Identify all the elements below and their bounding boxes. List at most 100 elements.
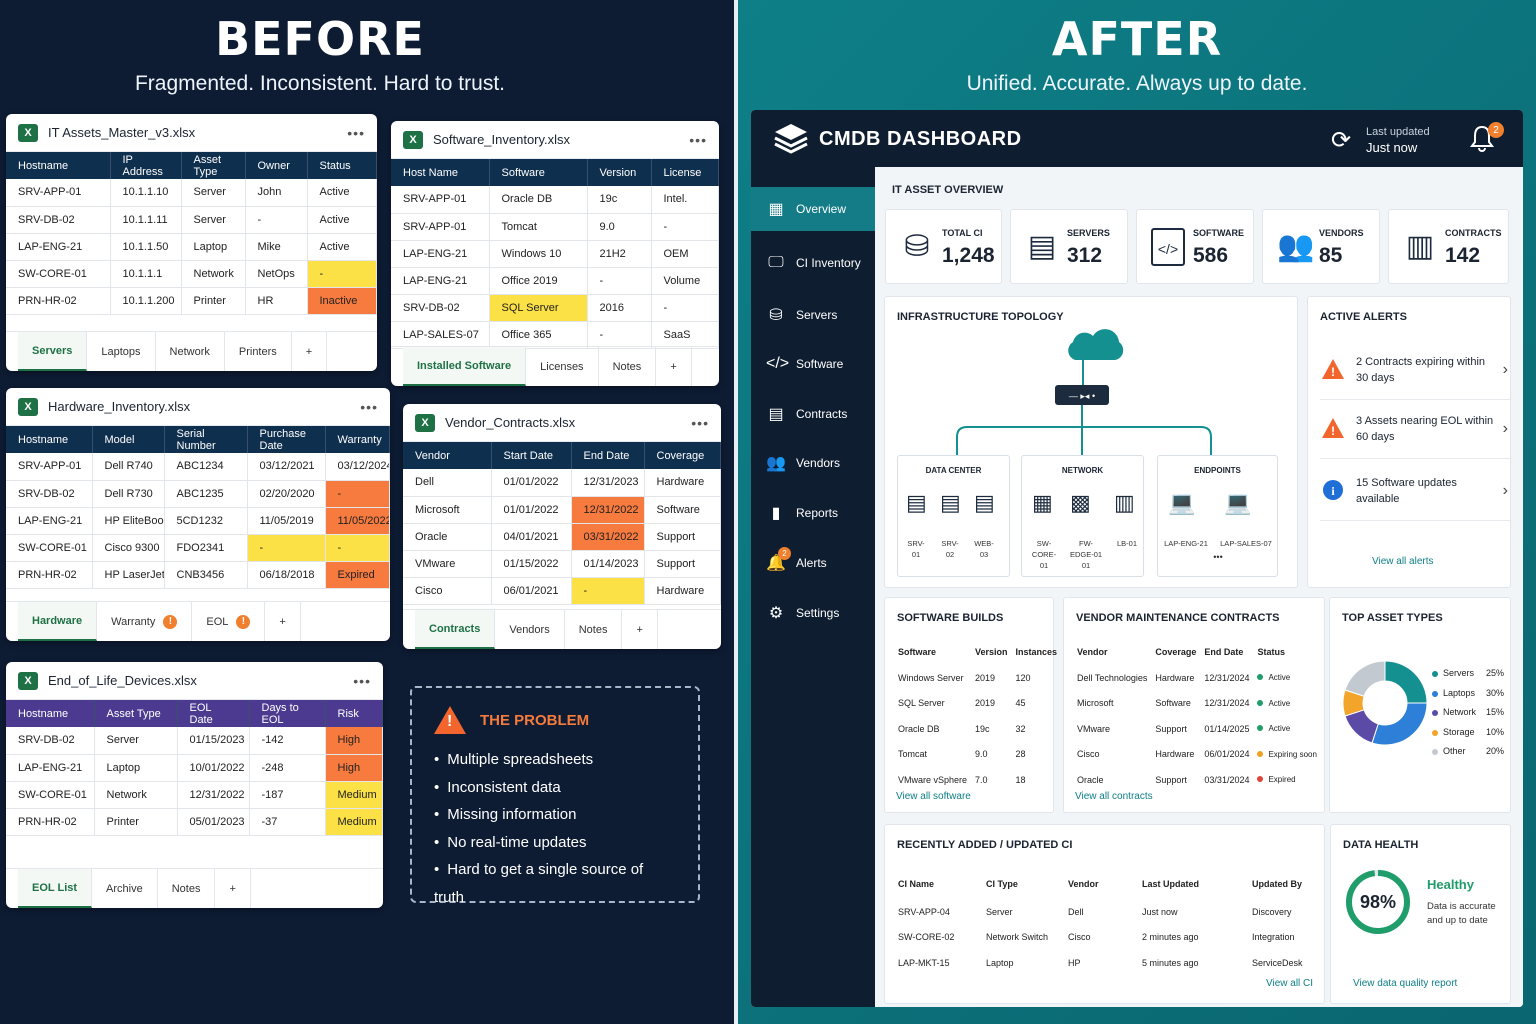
sheet-tab[interactable]: Licenses bbox=[526, 347, 599, 386]
data-quality-report-link[interactable]: View data quality report bbox=[1353, 978, 1458, 989]
table-cell[interactable]: LAP-ENG-21 bbox=[6, 233, 111, 261]
column-header[interactable]: Hostname bbox=[6, 152, 111, 179]
table-cell[interactable]: Intel. bbox=[651, 186, 719, 214]
column-header[interactable]: Start Date bbox=[491, 442, 572, 469]
alert-item[interactable]: ! 3 Assets nearing EOL within 60 days › bbox=[1320, 400, 1510, 459]
table-cell[interactable]: Network bbox=[181, 260, 246, 288]
nav-servers[interactable]: ⛁ Servers bbox=[751, 293, 875, 337]
column-header[interactable]: EOL Date bbox=[177, 700, 250, 727]
table-cell[interactable]: SQL Server bbox=[489, 294, 588, 322]
more-endpoints[interactable]: ••• bbox=[1213, 552, 1223, 562]
column-header[interactable]: License bbox=[651, 159, 719, 186]
table-cell[interactable]: -37 bbox=[249, 808, 326, 836]
add-sheet-button[interactable]: + bbox=[622, 610, 658, 649]
sheet-tab[interactable]: Warranty! bbox=[97, 602, 193, 641]
laptop-icon[interactable]: 💻 bbox=[1224, 490, 1252, 515]
table-cell[interactable]: Mike bbox=[245, 233, 308, 261]
table-cell[interactable]: Dell R730 bbox=[92, 480, 165, 508]
sheet-tab[interactable]: Notes bbox=[158, 869, 216, 908]
server-icon[interactable]: ▤ bbox=[906, 490, 927, 515]
table-cell[interactable]: - bbox=[325, 480, 390, 508]
nav-ci-inventory[interactable]: 🖵 CI Inventory bbox=[751, 241, 875, 285]
table-cell[interactable]: Printer bbox=[94, 808, 178, 836]
table-row[interactable]: Tomcat 9.0 28 bbox=[898, 743, 1063, 767]
sheet-tab[interactable]: Servers bbox=[18, 332, 88, 371]
table-cell[interactable]: Support bbox=[644, 550, 721, 578]
alert-item[interactable]: i 15 Software updates available › bbox=[1320, 462, 1510, 521]
table-cell[interactable]: PRN-HR-02 bbox=[6, 287, 111, 315]
view-all-contracts-link[interactable]: View all contracts bbox=[1075, 791, 1153, 802]
table-cell[interactable]: 10.1.1.1 bbox=[110, 260, 182, 288]
table-cell[interactable]: Laptop bbox=[181, 233, 246, 261]
refresh-icon[interactable]: ⟳ bbox=[1331, 127, 1352, 154]
table-cell[interactable]: SRV-DB-02 bbox=[6, 480, 93, 508]
table-cell[interactable]: Microsoft bbox=[403, 496, 492, 524]
table-cell[interactable]: HP EliteBook bbox=[92, 507, 165, 535]
column-header[interactable]: Hostname bbox=[6, 700, 95, 727]
sheet-tab[interactable]: EOL! bbox=[192, 602, 266, 641]
sheet-tab[interactable]: Printers bbox=[225, 332, 292, 371]
table-cell[interactable]: SRV-APP-01 bbox=[391, 213, 490, 241]
sheet-tab[interactable]: Notes bbox=[565, 610, 623, 649]
stat-card-software[interactable]: </> SOFTWARE 586 bbox=[1136, 209, 1254, 284]
column-header[interactable]: Asset Type bbox=[94, 700, 178, 727]
bell-icon[interactable] bbox=[1469, 124, 1495, 152]
table-cell[interactable]: Volume bbox=[651, 267, 719, 295]
table-cell[interactable]: - bbox=[587, 321, 652, 349]
table-cell[interactable]: 10.1.1.11 bbox=[110, 206, 182, 234]
column-header[interactable]: Host Name bbox=[391, 159, 490, 186]
table-cell[interactable]: 01/01/2022 bbox=[491, 496, 572, 524]
table-cell[interactable]: SRV-DB-02 bbox=[391, 294, 490, 322]
nav-contracts[interactable]: ▤ Contracts bbox=[751, 392, 875, 436]
server-icon[interactable]: ▤ bbox=[940, 490, 961, 515]
hardware-inventory-sheet[interactable]: X Hardware_Inventory.xlsx ••• Hostname Mode… bbox=[6, 388, 390, 641]
table-cell[interactable]: Active bbox=[307, 206, 377, 234]
table-row[interactable]: Microsoft Software 12/31/2024 Active bbox=[1077, 692, 1323, 716]
table-cell[interactable]: Server bbox=[94, 727, 178, 755]
table-cell[interactable]: - bbox=[651, 294, 719, 322]
table-cell[interactable]: 10.1.1.50 bbox=[110, 233, 182, 261]
nav-settings[interactable]: ⚙ Settings bbox=[751, 591, 875, 635]
pie-slice-servers[interactable] bbox=[1384, 660, 1428, 704]
laptop-icon[interactable]: 💻 bbox=[1168, 490, 1196, 515]
table-row[interactable]: Oracle DB 19c 32 bbox=[898, 717, 1063, 741]
table-cell[interactable]: 03/12/2021 bbox=[247, 453, 326, 481]
table-cell[interactable]: 10/01/2022 bbox=[177, 754, 250, 782]
add-sheet-button[interactable]: + bbox=[292, 332, 328, 371]
table-cell[interactable]: SW-CORE-01 bbox=[6, 534, 93, 562]
table-cell[interactable]: 02/20/2020 bbox=[247, 480, 326, 508]
table-cell[interactable]: FDO2341 bbox=[164, 534, 248, 562]
table-cell[interactable]: -142 bbox=[249, 727, 326, 755]
sheet-tab[interactable]: Installed Software bbox=[403, 347, 527, 386]
nav-vendors[interactable]: 👥 Vendors bbox=[751, 441, 875, 485]
table-cell[interactable]: 10.1.1.10 bbox=[110, 179, 182, 207]
table-cell[interactable]: LAP-ENG-21 bbox=[6, 754, 95, 782]
table-cell[interactable]: Server bbox=[181, 179, 246, 207]
table-cell[interactable]: SaaS bbox=[651, 321, 719, 349]
sheet-tab[interactable]: EOL List bbox=[18, 869, 93, 908]
table-cell[interactable]: Support bbox=[644, 523, 721, 551]
table-cell[interactable]: Software bbox=[644, 496, 721, 524]
table-cell[interactable]: Dell R740 bbox=[92, 453, 165, 481]
table-cell[interactable]: Office 365 bbox=[489, 321, 588, 349]
alert-item[interactable]: ! 2 Contracts expiring within 30 days › bbox=[1320, 341, 1510, 400]
column-header[interactable]: End Date bbox=[571, 442, 645, 469]
it-assets-sheet[interactable]: X IT Assets_Master_v3.xlsx ••• Hostname IP … bbox=[6, 114, 377, 371]
table-cell[interactable]: Active bbox=[307, 179, 377, 207]
more-icon[interactable]: ••• bbox=[360, 398, 378, 415]
more-icon[interactable]: ••• bbox=[689, 131, 707, 148]
table-cell[interactable]: LAP-ENG-21 bbox=[391, 267, 490, 295]
table-cell[interactable]: Expired bbox=[325, 561, 390, 589]
table-cell[interactable]: Tomcat bbox=[489, 213, 588, 241]
add-sheet-button[interactable]: + bbox=[215, 869, 251, 908]
table-cell[interactable]: Hardware bbox=[644, 469, 721, 497]
stat-card-vendors[interactable]: 👥 VENDORS 85 bbox=[1262, 209, 1380, 284]
nav-reports[interactable]: ▮ Reports bbox=[751, 491, 875, 535]
table-cell[interactable]: - bbox=[247, 534, 326, 562]
table-row[interactable]: SW-CORE-02 Network Switch Cisco 2 minutes a… bbox=[898, 926, 1312, 950]
table-cell[interactable]: ABC1234 bbox=[164, 453, 248, 481]
software-inventory-sheet[interactable]: X Software_Inventory.xlsx ••• Host Name Sof… bbox=[391, 121, 719, 386]
vendor-contracts-sheet[interactable]: X Vendor_Contracts.xlsx ••• Vendor Start Da… bbox=[403, 404, 721, 649]
sheet-tab[interactable]: Notes bbox=[599, 347, 657, 386]
table-cell[interactable]: 01/15/2022 bbox=[491, 550, 572, 578]
